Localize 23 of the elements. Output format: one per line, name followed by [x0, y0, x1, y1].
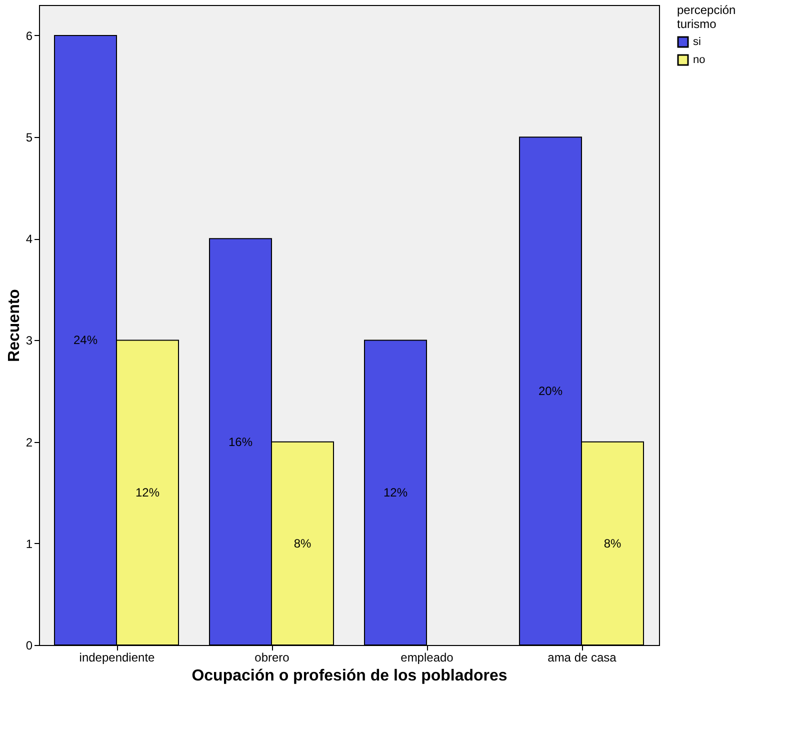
annotation: 8% [604, 536, 622, 550]
legend-label: si [693, 36, 701, 48]
annotation: 16% [228, 434, 253, 449]
x-axis-title: Ocupación o profesión de los pobladores [192, 668, 508, 684]
x-tick-label: independiente [79, 650, 156, 664]
y-axis-title: Recuento [6, 288, 23, 362]
annotation: 12% [135, 486, 160, 500]
legend-title: percepción turismo [677, 3, 736, 31]
y-tick-label: 0 [26, 638, 33, 652]
y-tick-label: 4 [26, 232, 33, 246]
x-tick-label: empleado [400, 650, 454, 664]
annotation: 20% [538, 384, 563, 398]
y-tick-label: 3 [26, 334, 33, 348]
annotation: 8% [294, 536, 312, 550]
legend-label: no [693, 54, 706, 66]
y-tick-label: 5 [26, 130, 33, 145]
x-tick-label: ama de casa [548, 650, 617, 664]
y-tick-label: 1 [26, 536, 33, 551]
annotation: 12% [383, 486, 408, 500]
y-tick-label: 2 [26, 435, 33, 450]
annotation: 24% [73, 333, 98, 348]
x-tick-label: obrero [254, 650, 290, 664]
y-tick-label: 6 [26, 28, 33, 43]
